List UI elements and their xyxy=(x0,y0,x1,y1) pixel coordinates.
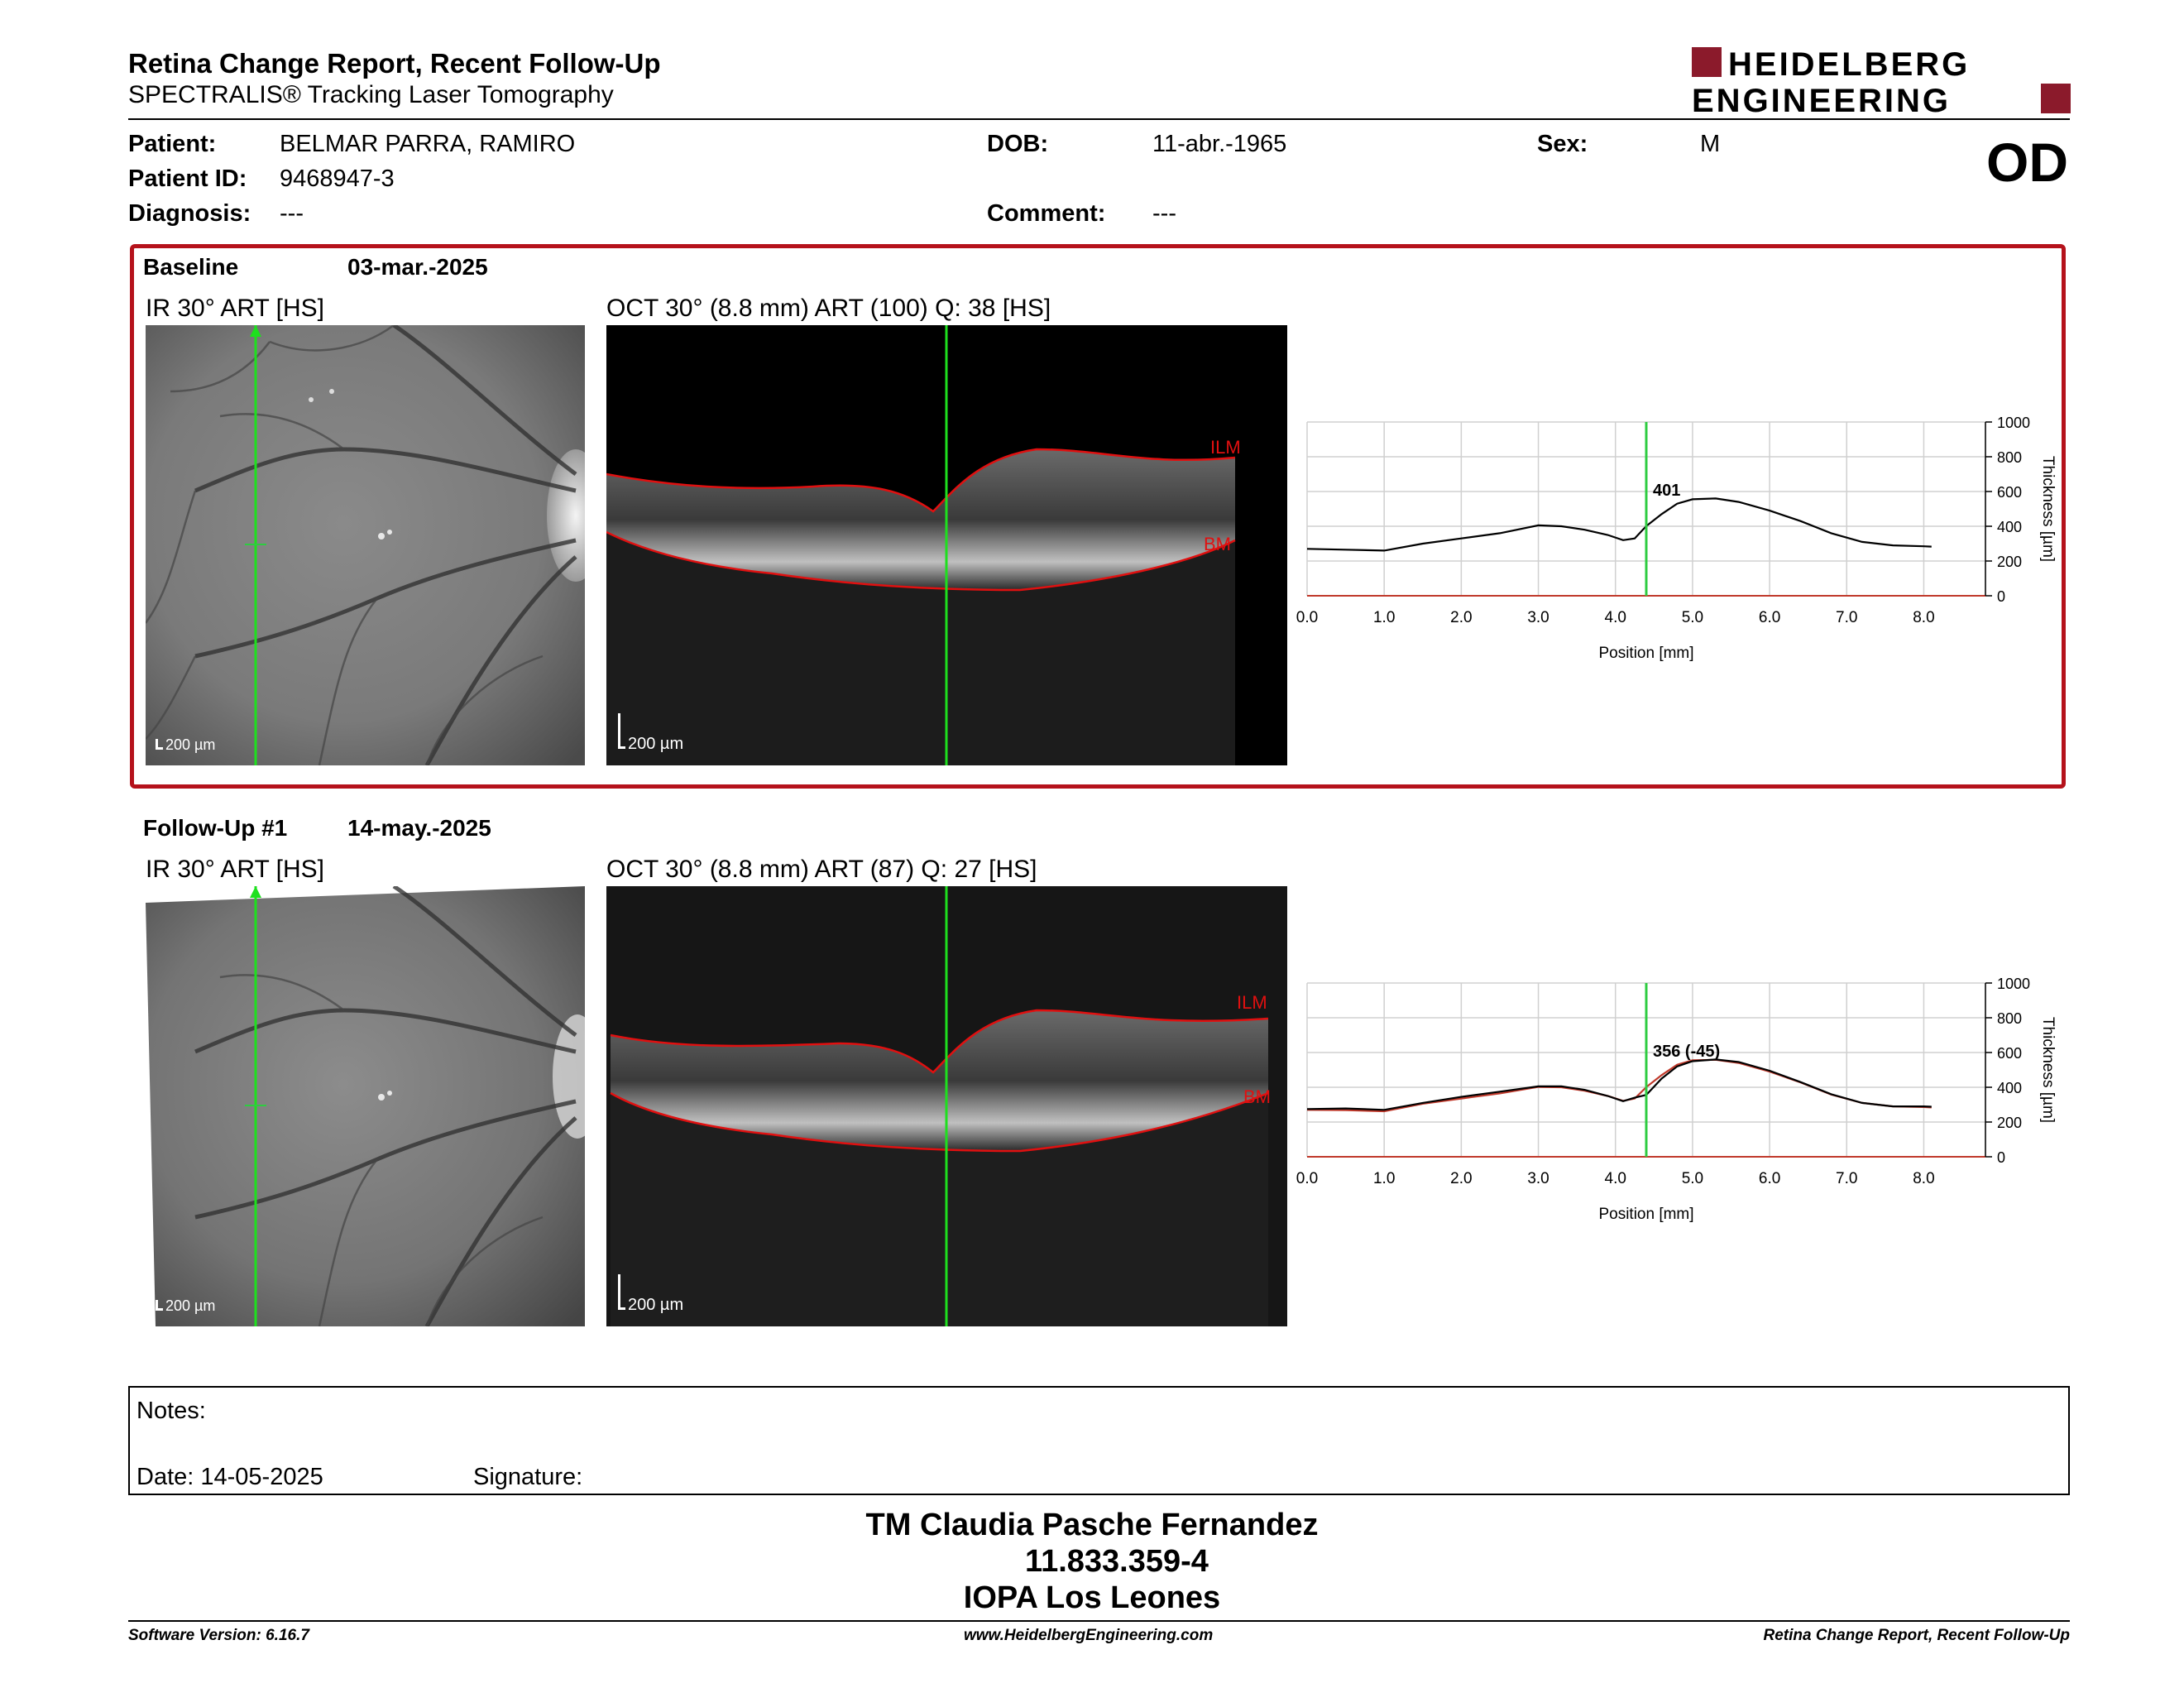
y-axis-label: Thickness [µm] xyxy=(2039,1017,2057,1123)
logo-line1: HEIDELBERG xyxy=(1728,46,1970,83)
followup-bm-label: BM xyxy=(1243,1086,1271,1107)
signer-name: TM Claudia Pasche Fernandez xyxy=(865,1508,1319,1542)
baseline-thickness-chart: 0.0 1.0 2.0 3.0 4.0 5.0 6.0 7.0 8.0 0 200 400 600 800… xyxy=(1296,415,2057,662)
logo-line2: ENGINEERING xyxy=(1692,83,1951,115)
footer-divider xyxy=(128,1620,2070,1622)
x-tick-label: 8.0 xyxy=(1913,1170,1934,1187)
baseline-ilm-label: ILM xyxy=(1210,437,1241,458)
x-tick-label: 1.0 xyxy=(1373,609,1395,626)
followup-oct-image[interactable]: ILM BM 200 µm xyxy=(606,886,1287,1326)
notes-date: Date: 14-05-2025 xyxy=(136,1464,323,1490)
comment-value: --- xyxy=(1152,200,1176,227)
y-tick-label: 400 xyxy=(1997,1080,2022,1096)
followup-ir-title: IR 30° ART [HS] xyxy=(146,856,324,883)
signer-id: 11.833.359-4 xyxy=(1025,1544,1209,1579)
baseline-ir-image[interactable]: 200 µm xyxy=(146,325,585,765)
thickness-annotation: 356 (-45) xyxy=(1653,1043,1720,1061)
y-tick-label: 0 xyxy=(1997,588,2005,605)
dob-label: DOB: xyxy=(987,131,1049,157)
x-tick-label: 6.0 xyxy=(1759,1170,1780,1187)
followup-label: Follow-Up #1 xyxy=(143,815,288,841)
y-axis-label: Thickness [µm] xyxy=(2039,456,2057,562)
series-line xyxy=(1306,497,1932,552)
footer-website[interactable]: www.HeidelbergEngineering.com xyxy=(964,1627,1214,1644)
y-tick-label: 800 xyxy=(1997,1010,2022,1027)
x-tick-label: 7.0 xyxy=(1836,1170,1857,1187)
baseline-oct-scalebar: 200 µm xyxy=(618,713,683,754)
series-line xyxy=(1306,1058,1932,1111)
report-subtitle: SPECTRALIS® Tracking Laser Tomography xyxy=(128,81,614,108)
followup-ilm-label: ILM xyxy=(1237,992,1267,1013)
followup-oct-scalebar: 200 µm xyxy=(618,1274,683,1315)
x-axis-label: Position [mm] xyxy=(1598,645,1693,662)
report-title: Retina Change Report, Recent Follow-Up xyxy=(128,48,661,79)
signer-place: IOPA Los Leones xyxy=(963,1580,1221,1615)
patient-id-value: 9468947-3 xyxy=(280,165,395,192)
y-tick-label: 400 xyxy=(1997,519,2022,535)
baseline-frame xyxy=(130,244,2066,789)
x-tick-label: 5.0 xyxy=(1682,609,1703,626)
baseline-label: Baseline xyxy=(143,254,239,280)
x-tick-label: 2.0 xyxy=(1450,1170,1472,1187)
sex-label: Sex: xyxy=(1537,131,1588,157)
followup-date: 14-may.-2025 xyxy=(347,815,491,841)
eye-indicator: OD xyxy=(1986,132,2068,193)
notes-box[interactable]: Notes: Date: 14-05-2025 Signature: xyxy=(128,1386,2070,1495)
heidelberg-logo: HEIDELBERG ENGINEERING xyxy=(1692,46,2071,115)
baseline-oct-title: OCT 30° (8.8 mm) ART (100) Q: 38 [HS] xyxy=(606,295,1051,322)
x-tick-label: 0.0 xyxy=(1296,609,1318,626)
patient-id-label: Patient ID: xyxy=(128,165,247,192)
y-tick-label: 0 xyxy=(1997,1149,2005,1166)
diagnosis-value: --- xyxy=(280,200,304,227)
dob-value: 11-abr.-1965 xyxy=(1152,131,1287,157)
notes-label: Notes: xyxy=(136,1398,206,1424)
y-tick-label: 200 xyxy=(1997,1115,2022,1131)
x-tick-label: 7.0 xyxy=(1836,609,1857,626)
series-line xyxy=(1306,1058,1932,1113)
followup-oct-title: OCT 30° (8.8 mm) ART (87) Q: 27 [HS] xyxy=(606,856,1037,883)
x-tick-label: 1.0 xyxy=(1373,1170,1395,1187)
y-tick-label: 600 xyxy=(1997,484,2022,501)
followup-thickness-chart: 0.0 1.0 2.0 3.0 4.0 5.0 6.0 7.0 8.0 0 200 400 600 800… xyxy=(1296,976,2057,1223)
baseline-date: 03-mar.-2025 xyxy=(347,254,488,280)
patient-name: BELMAR PARRA, RAMIRO xyxy=(280,131,576,157)
diagnosis-label: Diagnosis: xyxy=(128,200,251,227)
x-tick-label: 8.0 xyxy=(1913,609,1934,626)
y-tick-label: 200 xyxy=(1997,554,2022,570)
x-tick-label: 5.0 xyxy=(1682,1170,1703,1187)
patient-label: Patient: xyxy=(128,131,217,157)
footer-software-version: Software Version: 6.16.7 xyxy=(128,1627,309,1644)
x-tick-label: 0.0 xyxy=(1296,1170,1318,1187)
signature-label: Signature: xyxy=(473,1464,583,1490)
y-tick-label: 600 xyxy=(1997,1045,2022,1062)
comment-label: Comment: xyxy=(987,200,1106,227)
x-tick-label: 6.0 xyxy=(1759,609,1780,626)
thickness-annotation: 401 xyxy=(1653,482,1680,500)
x-tick-label: 4.0 xyxy=(1605,1170,1626,1187)
sex-value: M xyxy=(1700,131,1721,157)
x-tick-label: 3.0 xyxy=(1527,609,1549,626)
x-tick-label: 2.0 xyxy=(1450,609,1472,626)
footer-report-name: Retina Change Report, Recent Follow-Up xyxy=(1763,1627,2070,1644)
x-tick-label: 3.0 xyxy=(1527,1170,1549,1187)
y-tick-label: 800 xyxy=(1997,449,2022,466)
baseline-ir-scalebar: 200 µm xyxy=(156,736,215,754)
followup-ir-image[interactable]: 200 µm xyxy=(146,886,585,1326)
baseline-oct-image[interactable]: ILM BM 200 µm xyxy=(606,325,1287,765)
y-tick-label: 1000 xyxy=(1997,415,2030,431)
followup-ir-scalebar: 200 µm xyxy=(156,1297,215,1315)
baseline-ir-title: IR 30° ART [HS] xyxy=(146,295,324,322)
x-axis-label: Position [mm] xyxy=(1598,1206,1693,1223)
y-tick-label: 1000 xyxy=(1997,976,2030,992)
header-divider xyxy=(128,118,2070,120)
x-tick-label: 4.0 xyxy=(1605,609,1626,626)
baseline-bm-label: BM xyxy=(1204,534,1231,554)
